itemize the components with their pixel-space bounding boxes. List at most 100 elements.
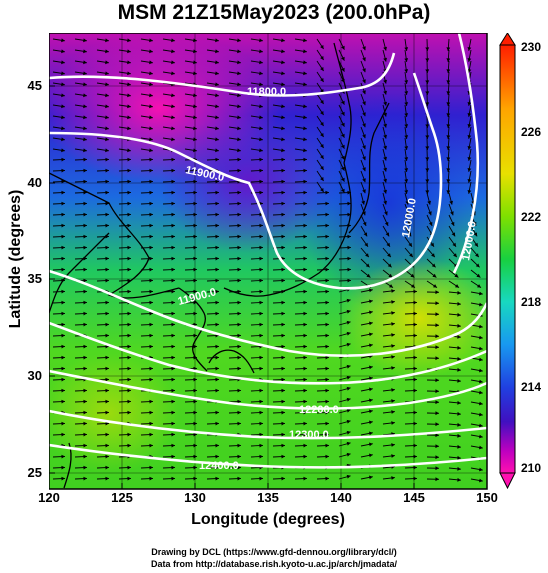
wind-arrowhead: [237, 201, 241, 206]
wind-arrowhead: [467, 179, 472, 183]
colorbar-tick-label: 230: [521, 40, 542, 54]
wind-arrowhead: [171, 443, 175, 448]
wind-arrowhead: [369, 387, 373, 392]
wind-arrowhead: [320, 177, 324, 181]
wind-arrowhead: [237, 223, 241, 228]
wind-arrowhead: [404, 124, 409, 128]
wind-arrowhead: [281, 38, 285, 43]
wind-arrowhead: [237, 267, 241, 272]
wind-arrowhead: [83, 399, 87, 404]
wind-arrowhead: [171, 432, 175, 437]
contour-line: [49, 409, 487, 440]
wind-arrowhead: [215, 344, 219, 349]
wind-arrowhead: [475, 253, 479, 258]
wind-arrowhead: [467, 157, 472, 161]
wind-arrowhead: [383, 57, 387, 62]
contour-label: 12200.0: [299, 404, 339, 416]
wind-arrowhead: [127, 245, 131, 250]
wind-arrowhead: [479, 291, 483, 296]
wind-arrowhead: [325, 322, 329, 327]
wind-arrowhead: [383, 145, 387, 150]
wind-arrowhead: [362, 57, 366, 62]
wind-arrowhead: [149, 93, 153, 98]
wind-arrowhead: [215, 60, 219, 65]
wind-arrowhead: [281, 104, 285, 109]
wind-arrowhead: [237, 399, 241, 404]
wind-arrowhead: [259, 168, 263, 173]
wind-arrowhead: [105, 333, 109, 338]
wind-arrowhead: [61, 168, 65, 173]
wind-arrowhead: [446, 91, 451, 95]
wind-arrowhead: [457, 356, 461, 361]
wind-arrowhead: [467, 47, 472, 51]
wind-arrowhead: [347, 190, 351, 195]
wind-arrowhead: [127, 476, 131, 481]
contour-labels: 11800.0 11900.0 11900.0 12000.0 12000.0 …: [177, 86, 479, 472]
wind-arrowhead: [83, 60, 87, 65]
wind-arrowhead: [303, 126, 307, 131]
wind-arrowhead: [215, 190, 219, 195]
wind-arrowhead: [215, 421, 219, 426]
wind-arrowhead: [369, 453, 373, 458]
contour-line: [452, 33, 480, 274]
wind-arrowhead: [320, 67, 324, 71]
wind-arrowhead: [341, 155, 345, 160]
wind-arrowhead: [281, 115, 285, 120]
wind-arrowhead: [346, 452, 351, 457]
wind-arrowhead: [435, 433, 439, 438]
wind-arrowhead: [446, 113, 451, 117]
wind-arrowhead: [105, 366, 109, 371]
wind-arrowhead: [61, 333, 65, 338]
wind-arrowhead: [369, 321, 373, 326]
wind-arrowhead: [171, 201, 175, 206]
wind-arrowhead: [149, 115, 153, 120]
colorbar-tick-label: 222: [521, 210, 542, 224]
wind-arrowhead: [391, 476, 395, 480]
wind-arrowhead: [215, 388, 219, 393]
wind-arrowhead: [171, 410, 175, 415]
wind-arrowhead: [259, 355, 263, 360]
wind-arrowhead: [346, 408, 351, 413]
wind-arrowhead: [127, 388, 131, 393]
wind-arrowhead: [341, 67, 345, 72]
wind-arrowhead: [457, 312, 461, 317]
wind-arrowhead: [320, 45, 324, 49]
wind-arrowhead: [409, 253, 413, 258]
wind-arrowhead: [457, 323, 461, 328]
wind-arrowhead: [405, 200, 409, 205]
wind-arrowhead: [366, 273, 371, 278]
wind-arrowhead: [259, 322, 263, 327]
colorbar-tick-label: 226: [521, 125, 542, 139]
wind-arrowhead: [473, 232, 478, 237]
wind-arrowhead: [149, 201, 153, 206]
wind-arrowhead: [259, 60, 263, 65]
wind-arrowhead: [404, 102, 409, 106]
wind-arrowhead: [435, 345, 439, 350]
wind-arrowhead: [83, 126, 87, 131]
wind-arrowhead: [387, 263, 392, 268]
wind-arrowhead: [281, 454, 285, 459]
wind-arrowhead: [325, 333, 329, 338]
wind-arrowhead: [127, 399, 131, 404]
wind-arrowhead: [472, 221, 477, 226]
wind-arrowhead: [281, 278, 285, 283]
wind-arrowhead: [237, 157, 241, 162]
wind-arrowhead: [361, 200, 365, 205]
wind-arrowhead: [369, 310, 373, 315]
wind-arrowhead: [105, 410, 109, 415]
wind-arrowhead: [362, 90, 366, 95]
wind-arrowhead: [171, 71, 175, 76]
wind-arrowhead: [127, 168, 131, 173]
wind-arrowhead: [303, 366, 307, 371]
wind-arrowhead: [346, 375, 351, 380]
wind-arrowhead: [259, 311, 263, 316]
wind-arrowhead: [61, 223, 65, 228]
wind-arrowhead: [341, 111, 345, 116]
wind-arrowhead: [105, 190, 109, 195]
wind-arrowhead: [83, 93, 87, 98]
wind-arrowhead: [215, 267, 219, 272]
wind-arrowhead: [425, 135, 430, 139]
wind-arrowhead: [171, 190, 175, 195]
wind-arrowhead: [435, 323, 439, 328]
wind-arrowhead: [149, 190, 153, 195]
